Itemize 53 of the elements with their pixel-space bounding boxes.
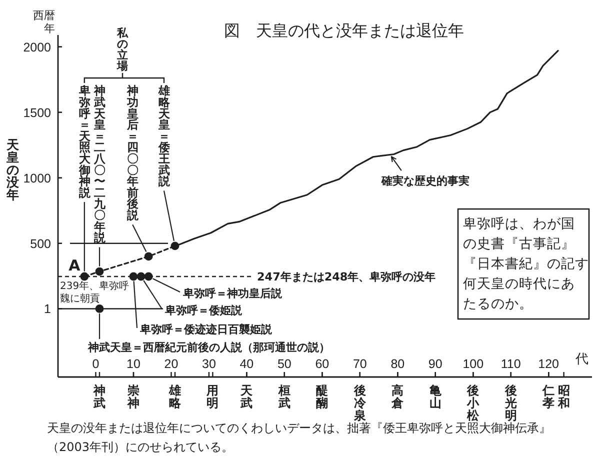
- y-tick-label: 500: [30, 236, 52, 251]
- x-tick-label: 70: [352, 357, 367, 371]
- text: 神功皇后＝四〇〇年前後説: [127, 84, 138, 222]
- text: 西暦年: [33, 9, 55, 35]
- x-tick-label: 80: [390, 357, 405, 371]
- chart-title: 図 天皇の代と没年または退位年: [224, 21, 464, 40]
- text: 昭和: [556, 383, 570, 410]
- text: 用明: [206, 383, 219, 410]
- annotation: 卑弥呼は、わが国の史書『古事記』『日本書紀』の記す何天皇の時代にあたるのか。: [463, 216, 589, 312]
- x-tick-label: 50: [277, 357, 292, 371]
- annotation: A: [68, 256, 81, 274]
- text: 天皇＝倭王武説: [158, 107, 170, 188]
- x-tick-label: 90: [428, 357, 442, 371]
- y-tick-label: 1: [44, 302, 52, 316]
- text: 仁孝: [542, 383, 555, 410]
- y-axis-title: 天皇の没年: [6, 136, 20, 202]
- text: 亀山: [428, 383, 442, 410]
- x-tick-label: 60: [315, 357, 330, 371]
- annotation: 雄略: [157, 84, 170, 110]
- x-tick-label: 120: [538, 357, 560, 371]
- x-tick-label: 20: [164, 357, 178, 371]
- y-tick-label: 1500: [23, 106, 52, 120]
- x-tick-label: 30: [202, 357, 216, 371]
- x-axis-title: 代: [574, 352, 588, 367]
- legend-label: 確実な歴史的事実: [380, 174, 470, 188]
- annotation: 卑弥呼＝倭姫説: [164, 304, 243, 317]
- annotation: 神武天皇＝西暦紀元前後の人説（那珂通世の説）: [87, 341, 330, 354]
- text: 醍醐: [316, 383, 328, 410]
- text: 桓武: [277, 383, 290, 410]
- annotation: 卑弥呼＝倭迹迹日百襲姫説: [139, 323, 273, 336]
- text: 後光明: [504, 383, 517, 422]
- x-tick-label: 0: [92, 357, 100, 371]
- annotation: 239年、卑弥呼魏に朝貢: [60, 280, 130, 304]
- ref-line-label: 247年または248年、卑弥呼の没年: [257, 270, 436, 284]
- annotation: 私の立場: [116, 26, 129, 72]
- text: 崇神: [126, 383, 140, 410]
- x-tick-label: 10: [126, 357, 140, 371]
- text: 卑弥呼＝天照大御神説: [78, 84, 90, 200]
- y-tick-label: 2000: [23, 40, 52, 54]
- x-tick-label: 100: [462, 357, 484, 371]
- text: 雄略: [169, 383, 181, 410]
- text: 天皇＝二八〇〜二九〇年説: [94, 107, 106, 245]
- text: 天武: [240, 383, 254, 410]
- text: 神武: [94, 383, 106, 410]
- text: 天皇の没年または退位年についてのくわしいデータは、拙著『倭王卑弥呼と天照大御神伝承』（2003年刊）にのせられている。: [47, 421, 551, 454]
- text: 後小松: [466, 383, 480, 422]
- annotation: 神武: [93, 84, 106, 110]
- x-tick-label: 110: [500, 357, 521, 371]
- x-tick-label: 40: [240, 357, 254, 371]
- annotation: 卑弥呼＝神功皇后説: [182, 287, 283, 300]
- y-tick-label: 1000: [23, 171, 52, 186]
- text: 高倉: [390, 383, 405, 410]
- text: 後冷泉: [352, 383, 367, 422]
